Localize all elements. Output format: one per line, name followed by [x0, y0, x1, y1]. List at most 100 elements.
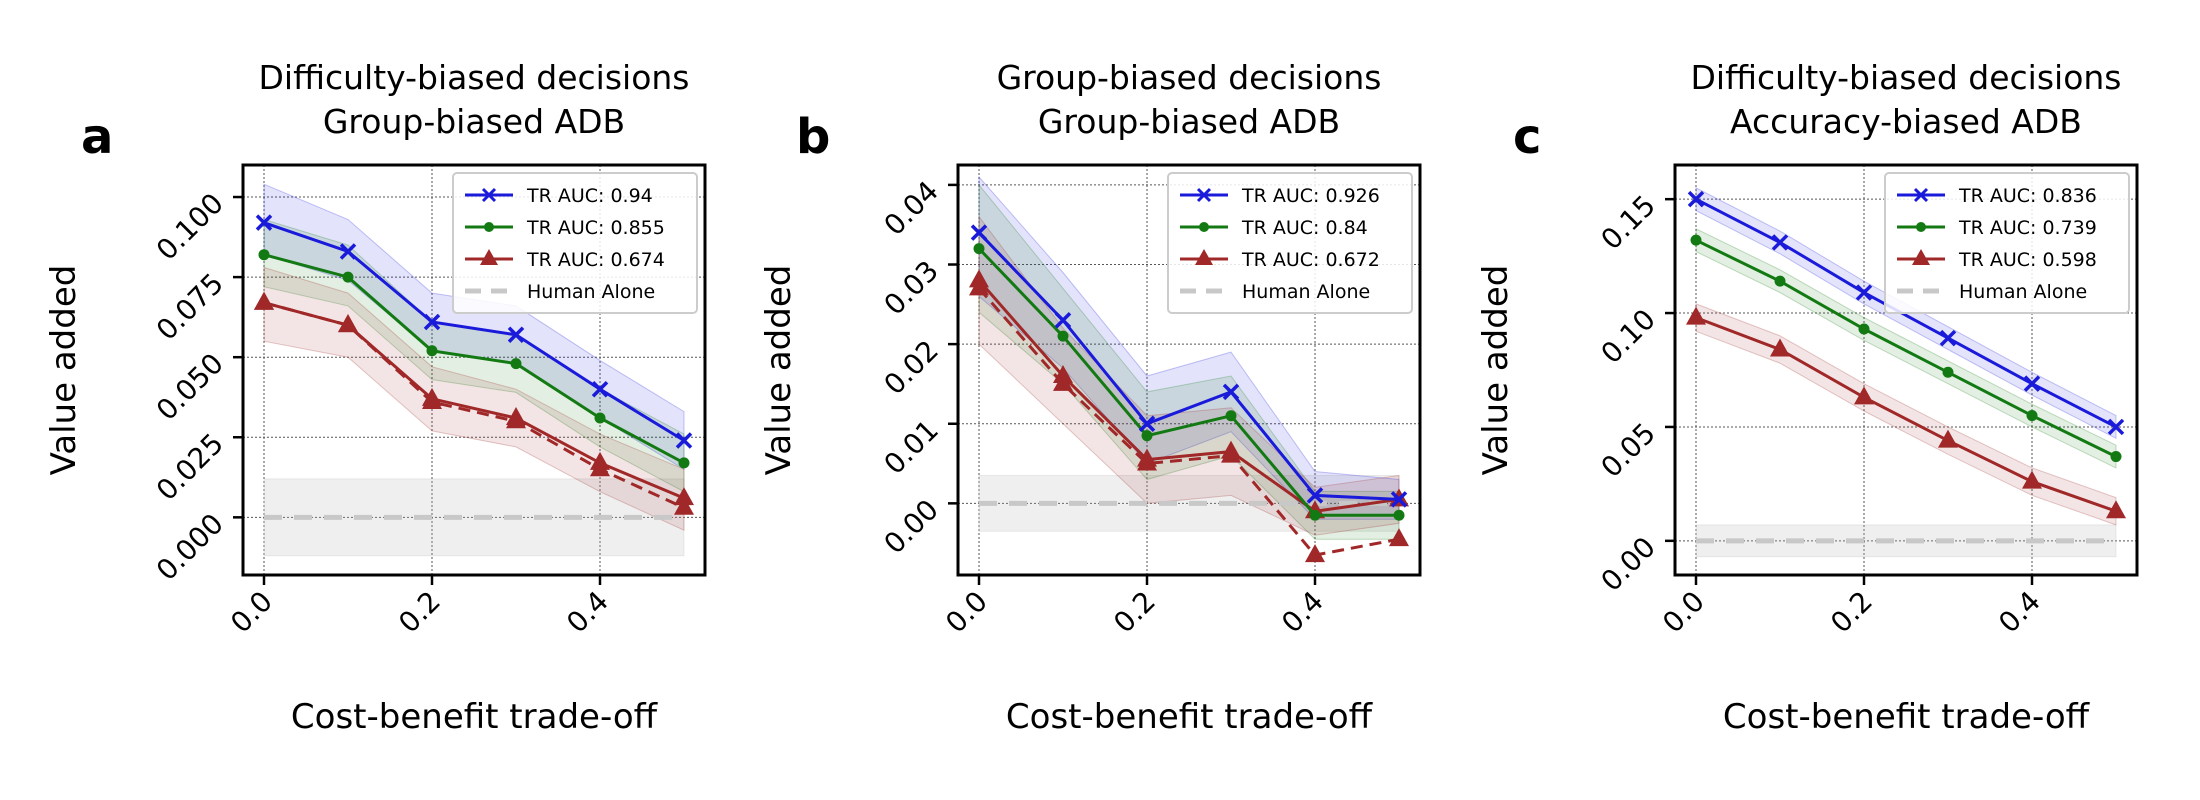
- series-line-1: [1695, 238, 2117, 458]
- x-tick-label: 0.2: [392, 585, 447, 640]
- series-dashed-line: [977, 287, 1400, 557]
- y-tick-label: 0.15: [1595, 189, 1662, 256]
- chart-title-line2: Group-biased ADB: [323, 102, 625, 141]
- axes-frame: [956, 163, 1422, 577]
- legend-label: TR AUC: 0.598: [1958, 249, 2097, 271]
- dot-marker: [426, 345, 438, 357]
- x-marker: [339, 243, 357, 260]
- legend-x-marker: [1913, 187, 1929, 203]
- legend-label: TR AUC: 0.855: [526, 217, 665, 239]
- y-tick-label: 0.03: [878, 254, 945, 321]
- chart-title-line2: Group-biased ADB: [1038, 102, 1340, 141]
- x-marker: [1054, 312, 1072, 329]
- series-line-2: [263, 301, 685, 500]
- y-tick-label: 0.000: [150, 507, 230, 587]
- y-axis-label: Value added: [44, 265, 84, 476]
- triangle-marker: [1770, 338, 1790, 357]
- legend-label: TR AUC: 0.84: [1241, 217, 1368, 239]
- triangle-marker: [2106, 500, 2126, 519]
- legend-label: TR AUC: 0.672: [1241, 249, 1380, 271]
- legend-box: [1167, 172, 1413, 314]
- triangle-marker: [506, 407, 526, 426]
- x-tick-label: 0.4: [560, 585, 615, 640]
- panel-letter: b: [796, 109, 830, 165]
- y-tick-label: 0.10: [1595, 303, 1662, 370]
- legend-label: TR AUC: 0.94: [526, 185, 653, 207]
- series-line-1: [977, 247, 1399, 517]
- dot-marker: [1774, 275, 1786, 287]
- y-tick-label: 0.01: [878, 413, 945, 480]
- series-line-2: [1695, 316, 2117, 513]
- triangle-marker: [2022, 470, 2042, 489]
- x-tick-label: 0.0: [939, 585, 994, 640]
- y-tick-label: 0.100: [150, 187, 230, 267]
- dot-marker: [2110, 451, 2122, 463]
- triangle-marker-dashed: [1305, 544, 1325, 563]
- triangle-marker: [1854, 386, 1874, 405]
- confidence-band-2: [263, 266, 685, 531]
- legend: TR AUC: 0.836 TR AUC: 0.739 TR AUC: 0.598 H…: [1884, 172, 2130, 314]
- legend-label: TR AUC: 0.739: [1958, 217, 2097, 239]
- x-axis-label: Cost-benefit trade-off: [1723, 697, 2091, 737]
- y-axis-label: Value added: [759, 265, 799, 476]
- legend-dot-marker: [1916, 222, 1926, 232]
- legend-dot-marker: [484, 222, 494, 232]
- dot-marker: [1225, 410, 1237, 422]
- dot-marker: [258, 249, 270, 261]
- confidence-band-1: [1695, 227, 2117, 469]
- triangle-marker: [254, 291, 274, 310]
- legend-triangle-marker: [1912, 249, 1930, 265]
- chart-title-line1: Group-biased decisions: [997, 58, 1382, 97]
- dot-marker: [342, 271, 354, 283]
- triangle-marker: [1053, 364, 1073, 383]
- axes-frame: [1673, 163, 2139, 577]
- triangle-marker: [590, 451, 610, 470]
- y-tick-label: 0.00: [878, 493, 945, 560]
- x-marker: [2107, 418, 2125, 436]
- x-marker: [970, 224, 988, 241]
- x-marker: [591, 380, 609, 398]
- x-axis-label: Cost-benefit trade-off: [1006, 697, 1374, 737]
- dot-marker: [594, 412, 606, 424]
- series-line-1: [263, 253, 685, 465]
- x-tick-label: 0.4: [1992, 585, 2047, 640]
- x-marker: [255, 214, 273, 231]
- y-tick-label: 0.02: [878, 334, 945, 401]
- legend-box: [452, 172, 698, 314]
- legend-triangle-marker: [480, 249, 498, 265]
- dot-marker: [1309, 509, 1321, 521]
- legend-x-marker: [1196, 187, 1212, 203]
- axes-frame: [241, 163, 707, 577]
- triangle-marker: [422, 387, 442, 406]
- triangle-marker: [1938, 429, 1958, 448]
- dot-marker: [1141, 430, 1153, 442]
- triangle-marker: [338, 314, 358, 333]
- y-axis-label: Value added: [1476, 265, 1516, 476]
- x-marker: [423, 313, 441, 331]
- x-marker: [1687, 190, 1705, 208]
- confidence-band-2: [1695, 303, 2117, 526]
- triangle-marker-dashed: [674, 496, 694, 515]
- x-marker: [1771, 234, 1789, 251]
- dot-marker: [1942, 366, 1954, 378]
- series-line-0: [263, 221, 685, 442]
- chart-title-line2: Accuracy-biased ADB: [1730, 102, 2082, 141]
- triangle-marker: [1137, 448, 1157, 467]
- x-tick-label: 0.0: [224, 585, 279, 640]
- x-tick-label: 0.2: [1107, 585, 1162, 640]
- panel-c: Difficulty-biased decisions Accuracy-bias…: [1476, 58, 2139, 737]
- legend-label: Human Alone: [1959, 281, 2087, 303]
- x-marker: [1390, 491, 1408, 508]
- x-marker: [675, 432, 693, 449]
- panel-b: Group-biased decisions Group-biased ADB b 0…: [759, 58, 1422, 737]
- chart-title-line1: Difficulty-biased decisions: [1691, 58, 2122, 97]
- dot-marker: [1858, 323, 1870, 335]
- legend-x-marker: [481, 187, 497, 203]
- y-tick-label: 0.00: [1595, 530, 1662, 597]
- x-tick-label: 0.2: [1824, 585, 1879, 640]
- x-axis-label: Cost-benefit trade-off: [291, 697, 659, 737]
- dot-marker: [678, 457, 690, 469]
- y-tick-label: 0.075: [150, 267, 230, 347]
- panel-a: Difficulty-biased decisions Group-biased …: [44, 58, 707, 737]
- triangle-marker: [674, 487, 694, 506]
